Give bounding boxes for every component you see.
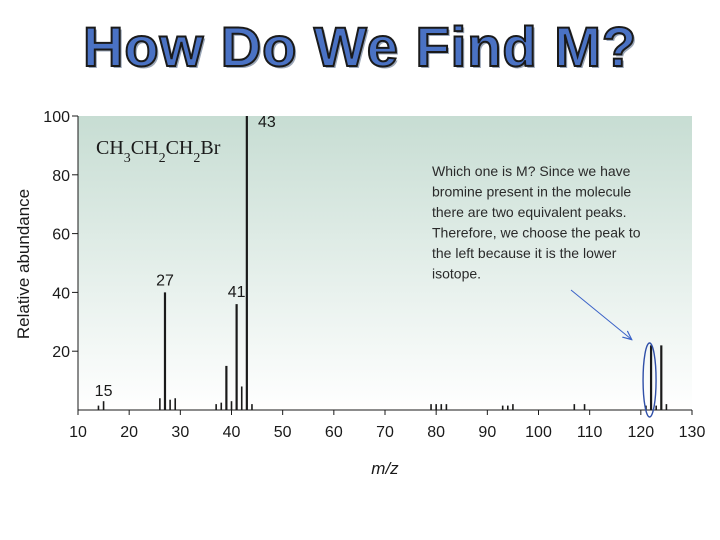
y-axis: 20 40 60 80 100 <box>43 109 79 410</box>
x-tick-label: 70 <box>376 424 394 441</box>
peak-label-15: 15 <box>95 383 113 400</box>
annotation-line: the left because it is the lower <box>432 245 617 261</box>
x-tick-label: 100 <box>525 424 552 441</box>
y-tick-label: 40 <box>52 285 70 302</box>
peak-label-27: 27 <box>156 272 174 289</box>
x-tick-label: 60 <box>325 424 343 441</box>
annotation-arrow <box>570 289 631 339</box>
x-tick-label: 90 <box>478 424 496 441</box>
peak-label-43: 43 <box>258 114 276 131</box>
y-tick-label: 60 <box>52 227 70 244</box>
x-tick-label: 40 <box>223 424 241 441</box>
annotation-line: Which one is M? Since we have <box>432 163 631 179</box>
peaks <box>97 116 668 410</box>
annotation-note: Which one is M? Since we have bromine pre… <box>432 163 641 282</box>
x-tick-label: 10 <box>69 424 87 441</box>
x-axis-title: m/z <box>371 459 399 478</box>
x-tick-label: 120 <box>627 424 654 441</box>
y-tick-label: 100 <box>43 109 70 126</box>
x-tick-label: 50 <box>274 424 292 441</box>
x-tick-label: 110 <box>577 424 603 441</box>
y-tick-label: 20 <box>52 344 70 361</box>
y-axis-title: Relative abundance <box>14 189 33 339</box>
x-tick-label: 80 <box>427 424 445 441</box>
annotation-line: there are two equivalent peaks. <box>432 204 627 220</box>
x-axis: 10 20 30 40 50 60 70 80 90 100 110 120 130 <box>69 409 706 441</box>
peak-label-41: 41 <box>228 284 246 301</box>
annotation-line: isotope. <box>432 266 481 282</box>
compound-formula: CH3CH2CH2Br <box>96 137 221 166</box>
slide-title: How Do We Find M? <box>82 14 638 79</box>
molecular-ion-highlight <box>642 342 657 418</box>
x-tick-label: 20 <box>120 424 138 441</box>
x-tick-label: 130 <box>679 424 706 441</box>
y-tick-label: 80 <box>52 168 70 185</box>
x-tick-label: 30 <box>171 424 189 441</box>
annotation-line: bromine present in the molecule <box>432 184 631 200</box>
peak-labels: 15 27 41 43 <box>95 114 276 400</box>
annotation-line: Therefore, we choose the peak to <box>432 225 641 241</box>
plot-background <box>78 116 692 410</box>
